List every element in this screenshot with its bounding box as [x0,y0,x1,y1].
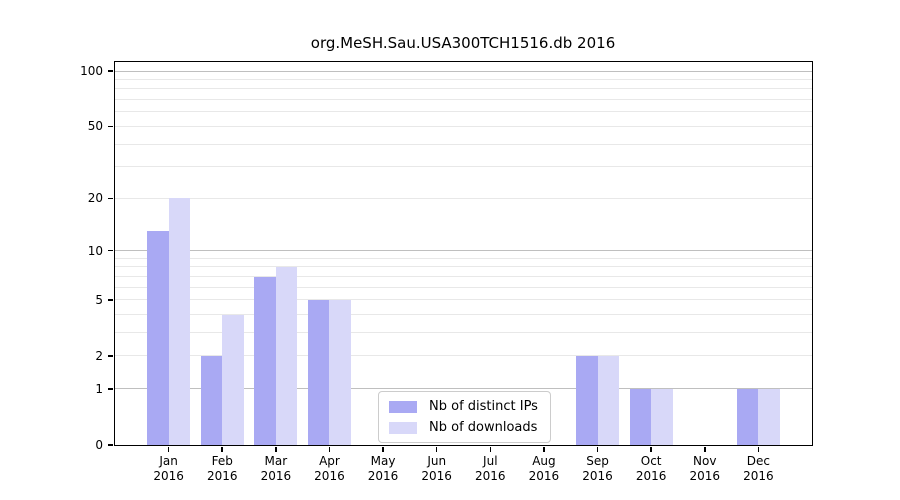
minor-gridline [115,286,812,288]
x-axis-tick-label: Jan 2016 [153,454,184,483]
legend-item-distinct-ips: Nb of distinct IPs [389,399,538,414]
bar-downloads [222,314,244,445]
x-axis-tick-label: Nov 2016 [689,454,721,483]
x-axis-tick-label: Oct 2016 [635,454,667,483]
y-axis-tick-label: 10 [87,243,103,258]
x-axis-tick [167,446,170,452]
chart-title: org.MeSH.Sau.USA300TCH1516.db 2016 [310,34,616,52]
bar-distinct-ips [629,388,652,445]
y-axis-tick [108,444,113,446]
y-axis-tick-label: 0 [95,438,103,452]
minor-gridline [115,299,812,301]
bar-downloads [275,267,298,445]
major-gridline [115,250,812,252]
legend-item-downloads: Nb of downloads [389,420,538,435]
legend-label-distinct-ips: Nb of distinct IPs [429,399,538,414]
x-axis-tick [757,446,760,452]
legend: Nb of distinct IPs Nb of downloads [378,391,551,443]
minor-gridline [115,111,812,113]
minor-gridline [115,125,812,127]
major-gridline [115,70,812,72]
x-axis-tick-label: Jul 2016 [475,454,506,483]
plot-area: Nb of distinct IPs Nb of downloads 0 1 2 5 1… [80,61,813,483]
legend-swatch-downloads-icon [389,421,417,434]
minor-gridline [115,88,812,90]
bar-downloads [758,388,780,445]
x-axis-tick [650,446,652,452]
bar-downloads [168,198,191,445]
x-axis-tick [221,446,223,452]
y-axis-tick [108,249,113,252]
legend-swatch-distinct-ips-icon [389,400,417,413]
minor-gridline [115,197,812,199]
y-axis-tick [108,70,113,72]
x-axis-tick-label: Mar 2016 [260,454,292,483]
minor-gridline [115,143,812,145]
bar-distinct-ips [254,276,276,445]
x-axis-tick [596,446,599,452]
x-axis-tick [435,446,438,452]
minor-gridline [115,314,812,316]
x-axis-tick [275,446,277,452]
x-axis-tick-label: May 2016 [367,454,399,483]
x-axis-tick-label: Sep 2016 [582,454,613,483]
minor-gridline [115,257,812,259]
minor-gridline [115,332,812,334]
y-axis-tick [108,125,113,128]
x-axis-tick [489,446,492,452]
minor-gridline [115,99,812,101]
y-axis-tick-label: 50 [87,119,103,134]
minor-gridline [115,79,812,81]
major-gridline [115,388,812,390]
bar-downloads [597,356,620,445]
bar-distinct-ips [200,356,223,445]
minor-gridline [115,166,812,168]
x-axis-tick-label: Apr 2016 [314,454,345,483]
bar-distinct-ips [576,356,598,445]
bar-downloads [329,299,351,445]
x-axis-tick [543,446,545,452]
x-axis-tick-label: Feb 2016 [206,454,238,483]
legend-label-downloads: Nb of downloads [429,420,538,435]
y-axis-tick-label: 2 [95,348,103,363]
y-axis-tick [108,355,113,357]
y-axis-tick [108,197,113,200]
minor-gridline [115,266,812,268]
bar-distinct-ips [147,231,169,445]
x-axis-tick [382,446,384,452]
y-axis-tick-label: 100 [80,64,103,79]
bar-distinct-ips [736,388,759,445]
y-axis-tick [108,299,113,301]
x-axis-tick-label: Jun 2016 [421,454,452,483]
y-axis-tick [108,388,113,390]
x-axis-tick-label: Dec 2016 [743,454,774,483]
bar-distinct-ips [307,299,330,445]
minor-gridline [115,276,812,278]
y-axis-tick-label: 5 [95,292,103,307]
y-axis-tick-label: 1 [95,381,103,396]
x-axis-tick-label: Aug 2016 [528,454,560,483]
minor-gridline [115,355,812,357]
x-axis-tick [704,446,706,452]
bar-downloads [651,388,673,445]
x-axis-tick [328,446,331,452]
y-axis-tick-label: 20 [87,191,103,206]
